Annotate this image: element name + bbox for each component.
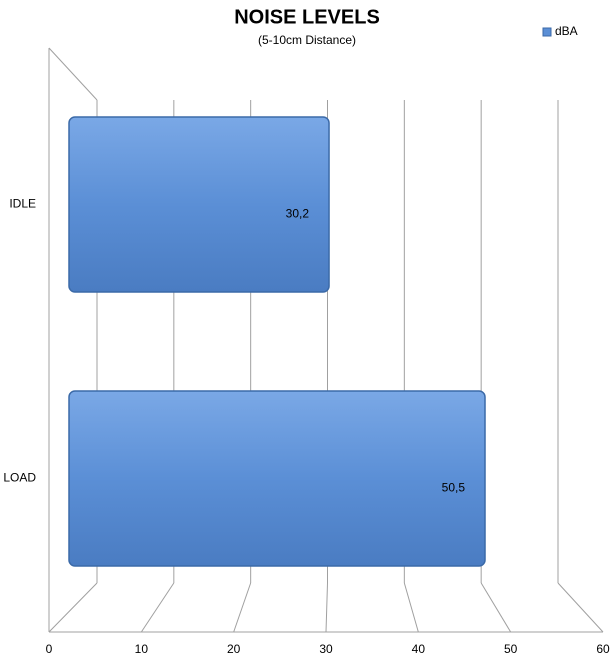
y-tick-label: IDLE <box>9 197 36 211</box>
grid-line <box>480 582 512 633</box>
x-tick-label: 30 <box>319 642 333 656</box>
chart-title: NOISE LEVELS <box>234 6 380 28</box>
y-tick-label: LOAD <box>3 471 36 485</box>
legend-label: dBA <box>555 24 578 38</box>
data-label: 50,5 <box>442 481 466 495</box>
grid-line <box>140 582 175 633</box>
x-tick-label: 0 <box>46 642 53 656</box>
bar <box>68 116 330 293</box>
x-tick-label: 50 <box>504 642 518 656</box>
chart-subtitle: (5-10cm Distance) <box>258 33 356 47</box>
grid-line <box>48 582 98 633</box>
x-tick-label: 20 <box>227 642 241 656</box>
data-label: 30,2 <box>286 207 310 221</box>
x-tick-label: 60 <box>596 642 610 656</box>
x-tick-label: 10 <box>135 642 149 656</box>
grid-line <box>325 582 328 633</box>
x-tick-label: 40 <box>412 642 426 656</box>
grid-line <box>233 582 252 633</box>
bar <box>68 390 486 567</box>
grid-line <box>557 582 604 633</box>
legend-swatch <box>542 27 552 37</box>
grid-line <box>403 582 419 633</box>
